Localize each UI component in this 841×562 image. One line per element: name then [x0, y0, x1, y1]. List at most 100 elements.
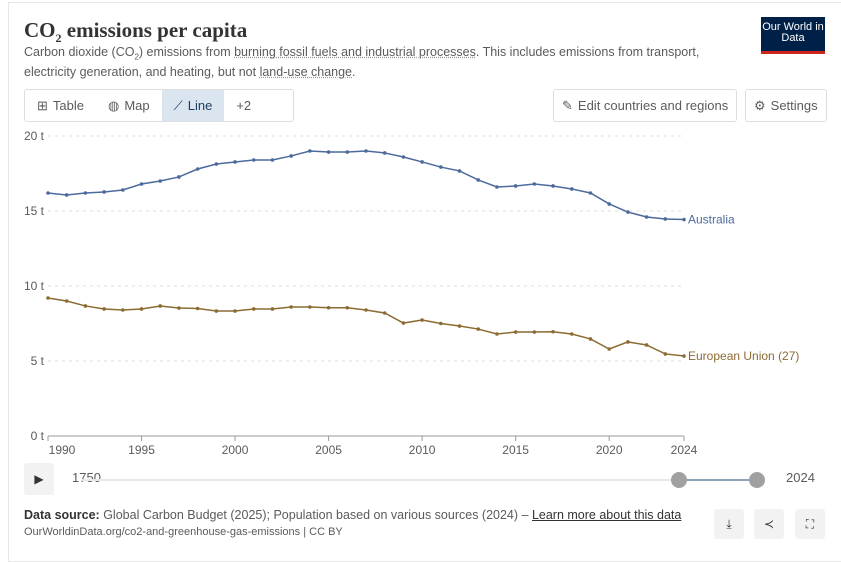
timeline-track[interactable] [82, 479, 682, 481]
x-tick-label: 1990 [49, 443, 76, 457]
download-icon: ⤓ [726, 516, 732, 531]
data-point [139, 182, 144, 186]
data-point [439, 321, 443, 326]
timeline-start-handle[interactable] [671, 472, 687, 488]
data-point [644, 215, 649, 219]
land-use-link[interactable]: land-use change [259, 64, 353, 79]
data-point [158, 304, 163, 308]
data-point [214, 162, 219, 166]
x-tick-label: 2000 [222, 443, 249, 457]
data-point [64, 193, 69, 197]
data-point [626, 340, 630, 344]
data-point [270, 158, 275, 162]
source-url: OurWorldinData.org/co2-and-greenhouse-ga… [24, 526, 343, 538]
x-tick-label: 2015 [502, 443, 529, 457]
data-point [532, 182, 537, 186]
data-point [345, 150, 350, 154]
data-point [420, 318, 424, 322]
data-point [439, 165, 443, 169]
chart-subtitle: Carbon dioxide (CO2) emissions from burn… [24, 45, 700, 79]
series-label: European Union (27) [688, 349, 799, 363]
data-point [270, 307, 275, 311]
data-point [607, 202, 611, 206]
data-point [644, 343, 649, 347]
data-point [308, 305, 312, 309]
data-point [326, 305, 331, 310]
data-point [345, 305, 350, 310]
data-point [364, 308, 368, 312]
data-point [121, 308, 125, 312]
x-tick-label: 2005 [315, 443, 342, 457]
data-point [382, 151, 387, 155]
play-button[interactable]: ▶ [24, 463, 54, 495]
data-point [551, 329, 555, 334]
data-point [495, 185, 499, 189]
x-tick-label: 2010 [409, 443, 436, 457]
data-point [607, 347, 611, 351]
line-chart-icon: ⟋ [173, 97, 183, 113]
data-point [476, 178, 481, 182]
line-chart: 0 t 5 t 10 t 15 t 20 t 1990 1995 2000 2005 2010 20… [24, 129, 799, 457]
data-point [233, 160, 237, 164]
data-point [569, 187, 574, 191]
tab-more[interactable]: +2 [236, 98, 252, 113]
data-point [102, 307, 106, 311]
x-tick-label: 2024 [671, 443, 698, 457]
data-point [177, 306, 181, 310]
tab-line[interactable]: ⟋ Line [161, 90, 225, 121]
data-point [588, 191, 593, 195]
timeline-end-label: 2024 [786, 470, 815, 485]
y-tick-label: 20 t [24, 129, 45, 143]
fullscreen-button[interactable]: ⛶ [795, 509, 825, 539]
data-point [289, 305, 293, 309]
data-point [233, 309, 237, 313]
data-point [401, 155, 406, 159]
data-point [682, 354, 686, 358]
owid-logo[interactable]: Our World in Data [761, 17, 825, 54]
data-point [457, 324, 462, 328]
data-point [83, 304, 88, 308]
data-point [513, 184, 518, 188]
tab-table[interactable]: ⊞ Table [37, 97, 84, 114]
timeline-start-label: 1750 [72, 470, 101, 485]
data-point [121, 188, 125, 192]
data-point [177, 175, 181, 179]
edit-countries-button[interactable]: ✎ Edit countries and regions [553, 89, 738, 122]
y-tick-label: 5 t [31, 354, 45, 368]
data-point [195, 167, 200, 171]
table-icon: ⊞ [37, 97, 48, 113]
series-line-0 [47, 150, 685, 221]
timeline-range[interactable] [680, 479, 757, 481]
fullscreen-icon: ⛶ [805, 516, 815, 531]
fossil-fuels-link[interactable]: burning fossil fuels and industrial proc… [234, 45, 476, 59]
series-line-1 [47, 297, 685, 357]
x-tick-label: 1995 [128, 443, 155, 457]
share-button[interactable]: ≺ [754, 509, 784, 539]
data-source: Data source: Global Carbon Budget (2025)… [24, 508, 682, 522]
tab-map[interactable]: ◍ Map [107, 97, 150, 114]
gear-icon: ⚙ [754, 97, 766, 113]
settings-button[interactable]: ⚙ Settings [745, 89, 827, 122]
data-point [588, 337, 593, 341]
data-point [551, 184, 555, 188]
data-point [46, 191, 50, 195]
data-point [46, 296, 50, 300]
data-point [195, 306, 200, 311]
data-point [158, 179, 163, 183]
view-tabs: ⊞ Table ◍ Map ⟋ Line +2 [24, 89, 294, 122]
data-point [308, 149, 312, 153]
data-point [364, 149, 368, 153]
series-label: Australia [688, 213, 735, 227]
timeline-end-handle[interactable] [749, 472, 765, 488]
learn-more-link[interactable]: Learn more about this data [531, 508, 682, 522]
data-point [495, 332, 499, 336]
data-point [569, 332, 574, 336]
pencil-icon: ✎ [562, 97, 573, 113]
data-point [420, 160, 424, 164]
data-point [457, 169, 462, 173]
data-point [102, 190, 106, 194]
data-point [626, 210, 630, 214]
y-tick-label: 10 t [24, 279, 45, 293]
globe-icon: ◍ [107, 97, 120, 113]
download-button[interactable]: ⤓ [714, 509, 744, 539]
